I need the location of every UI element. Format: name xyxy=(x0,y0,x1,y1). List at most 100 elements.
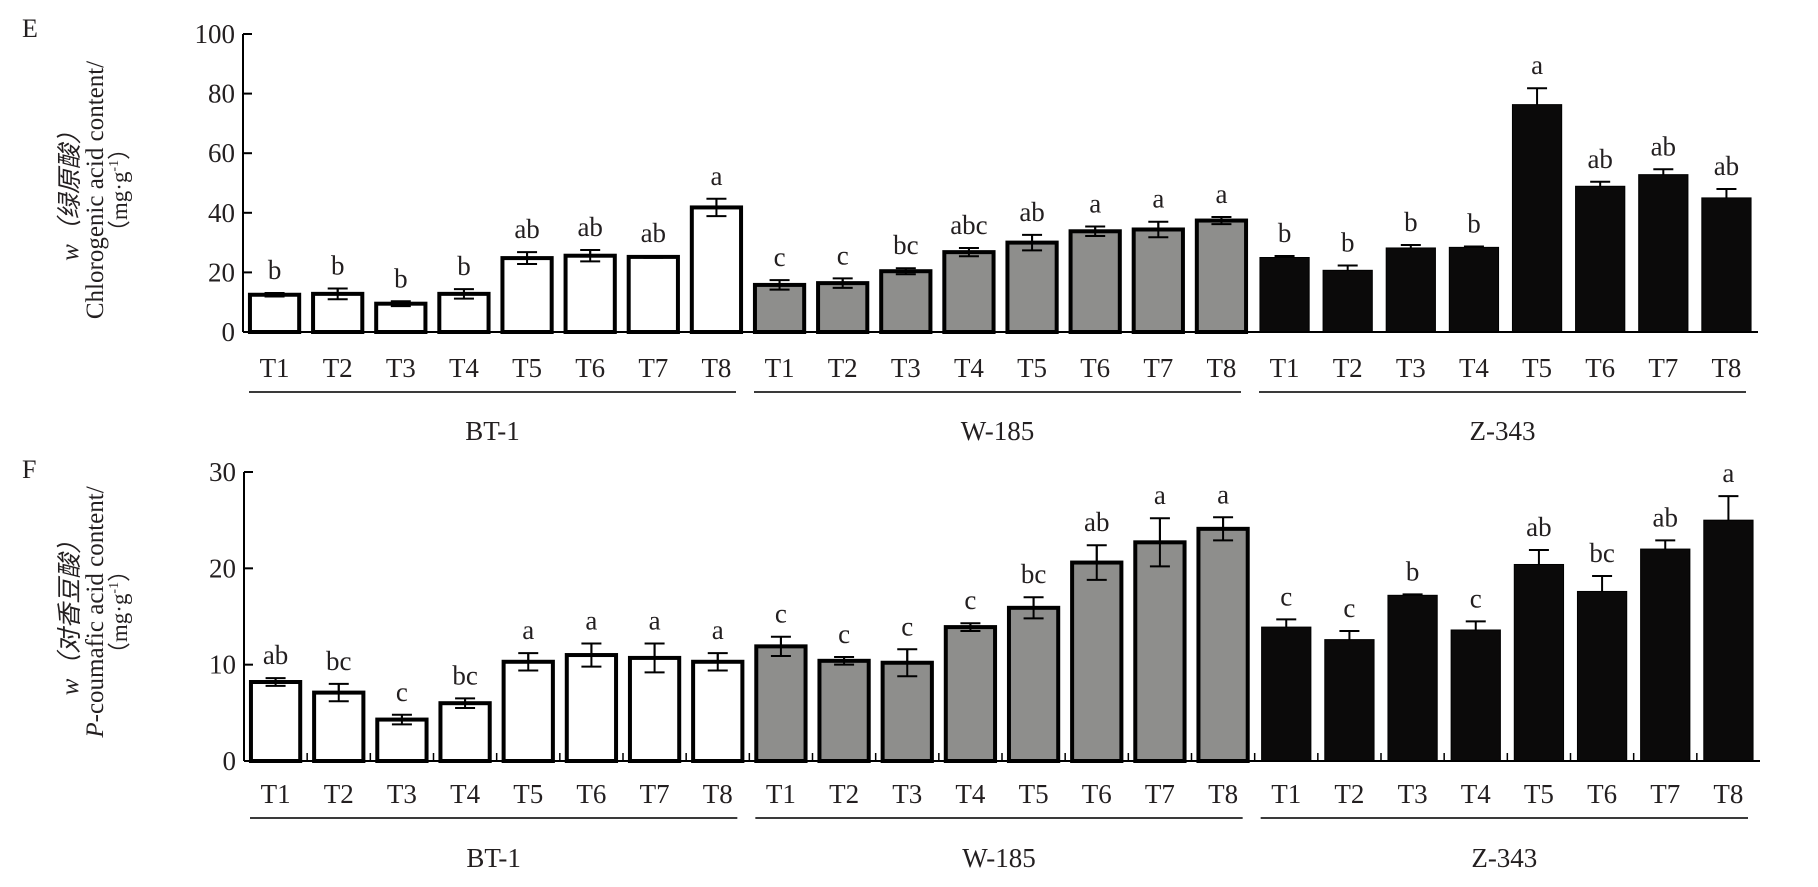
label-rest: -coumafic acid content/ xyxy=(82,486,109,722)
significance-letter: a xyxy=(1215,179,1227,209)
bar xyxy=(501,659,555,764)
significance-letter: ab xyxy=(1526,512,1551,542)
unit-base: （mg·g xyxy=(107,171,132,243)
significance-letter: a xyxy=(710,161,722,191)
y-tick-label: 20 xyxy=(209,553,236,583)
x-tick-label: T7 xyxy=(1648,353,1678,383)
x-tick-label: T1 xyxy=(260,353,290,383)
significance-letter: c xyxy=(775,599,787,629)
bar xyxy=(500,256,554,335)
x-tick-label: T2 xyxy=(829,779,859,809)
bar xyxy=(879,269,933,335)
bar xyxy=(817,658,871,764)
significance-letter: b xyxy=(331,250,345,280)
significance-letter: c xyxy=(1343,593,1355,623)
y-tick-label: 20 xyxy=(208,257,235,287)
x-tick-label: T2 xyxy=(1334,779,1364,809)
bar xyxy=(1005,240,1059,335)
x-tick-label: T7 xyxy=(638,353,668,383)
panel-e: Ew（绿原酸）Chlorogenic acid content/（mg·g-1）… xyxy=(22,14,1758,446)
significance-letter: b xyxy=(1467,208,1481,238)
bar xyxy=(1006,605,1061,764)
significance-letter: bc xyxy=(893,230,919,260)
bar xyxy=(1638,174,1689,333)
x-tick-label: T5 xyxy=(1017,353,1047,383)
group-label: W-185 xyxy=(962,843,1036,873)
group-label: Z-343 xyxy=(1470,416,1536,446)
series-bt-1: ab T1 bc T2 c T3 bc T4 a T5 a T6 a T7 a T8 BT-1 xyxy=(243,605,745,873)
bar xyxy=(1324,639,1375,762)
bar xyxy=(942,250,996,334)
significance-letter: a xyxy=(1152,184,1164,214)
bar xyxy=(627,655,682,764)
x-tick-label: T7 xyxy=(1145,779,1175,809)
significance-letter: ab xyxy=(1714,151,1739,181)
bar xyxy=(1575,185,1626,333)
x-tick-label: T5 xyxy=(512,353,542,383)
significance-letter: c xyxy=(774,242,786,272)
significance-letter: ab xyxy=(1084,507,1109,537)
bar xyxy=(375,717,429,763)
significance-letter: bc xyxy=(1021,559,1047,589)
x-tick-label: T7 xyxy=(640,779,670,809)
panel-f: Fw（对香豆酸）P-coumafic acid content/（mg·g-1）… xyxy=(22,455,1760,873)
y-tick-label: 0 xyxy=(222,317,236,347)
bar xyxy=(247,292,302,334)
significance-letter: ab xyxy=(1019,197,1044,227)
x-tick-label: T3 xyxy=(1396,353,1426,383)
series-w-185: c T1 c T2 bc T3 abc T4 ab T5 a T6 a T7 a T8 W-185 xyxy=(752,179,1249,446)
bar xyxy=(438,701,492,764)
x-tick-label: T8 xyxy=(1713,779,1743,809)
x-tick-label: T6 xyxy=(1080,353,1110,383)
bar xyxy=(563,253,617,335)
x-tick-label: T5 xyxy=(1522,353,1552,383)
significance-letter: b xyxy=(1404,207,1418,237)
y-tick-label: 10 xyxy=(209,650,236,680)
bar xyxy=(689,205,744,335)
significance-letter: c xyxy=(964,585,976,615)
y-tick-label: 0 xyxy=(223,746,237,776)
x-tick-label: T8 xyxy=(1711,353,1741,383)
y-tick-label: 40 xyxy=(208,198,235,228)
bar xyxy=(312,690,366,763)
x-tick-label: T2 xyxy=(828,353,858,383)
x-tick-label: T2 xyxy=(323,353,353,383)
x-tick-label: T3 xyxy=(891,353,921,383)
y-axis-label: w（对香豆酸）P-coumafic acid content/（mg·g-1） xyxy=(56,486,132,738)
panel-label: F xyxy=(22,455,36,484)
x-tick-label: T1 xyxy=(765,353,795,383)
bar xyxy=(1448,246,1500,333)
significance-letter: a xyxy=(1722,458,1734,488)
significance-letter: b xyxy=(268,255,282,285)
y-axis-label-line-3: （mg·g-1） xyxy=(107,137,132,243)
bar xyxy=(1196,526,1250,763)
significance-letter: ab xyxy=(1587,144,1612,174)
series-z-343: c T1 c T2 b T3 c T4 ab T5 bc T6 ab T7 a T8 Z-343 xyxy=(1253,458,1754,873)
y-axis-label-line-1: w（绿原酸） xyxy=(56,119,84,261)
group-label: W-185 xyxy=(961,416,1035,446)
bar xyxy=(1322,269,1373,333)
x-tick-label: T6 xyxy=(1587,779,1617,809)
bar xyxy=(1133,540,1187,763)
y-axis-label: w（绿原酸）Chlorogenic acid content/（mg·g-1） xyxy=(56,61,132,319)
bar xyxy=(311,291,365,334)
series-bt-1: b T1 b T2 b T3 b T4 ab T5 ab T6 ab T7 a T8 BT-1 xyxy=(247,161,744,446)
significance-letter: ab xyxy=(577,212,602,242)
significance-letter: a xyxy=(1154,480,1166,510)
bar xyxy=(564,653,619,763)
x-tick-label: T3 xyxy=(1398,779,1428,809)
significance-letter: ab xyxy=(1653,502,1678,532)
unit-exponent: -1 xyxy=(107,160,122,172)
significance-letter: ab xyxy=(641,218,666,248)
bar xyxy=(374,301,428,335)
x-tick-label: T5 xyxy=(1524,779,1554,809)
x-tick-label: T4 xyxy=(450,779,480,809)
x-tick-label: T5 xyxy=(513,779,543,809)
x-tick-label: T6 xyxy=(576,779,606,809)
bar xyxy=(248,680,303,763)
unit-close: ） xyxy=(107,137,132,160)
bar xyxy=(880,660,934,763)
x-tick-label: T3 xyxy=(387,779,417,809)
bar xyxy=(691,659,745,764)
x-tick-label: T4 xyxy=(1459,353,1489,383)
